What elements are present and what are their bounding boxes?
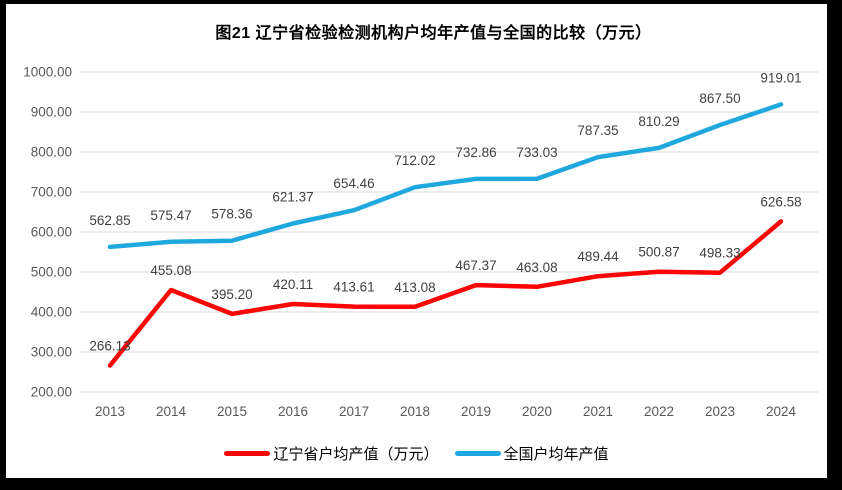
chart-legend: 辽宁省户均产值（万元） 全国户均年产值	[6, 441, 827, 465]
x-axis-tick-label: 2016	[278, 404, 308, 419]
data-label: 489.44	[577, 249, 619, 264]
data-label: 712.02	[394, 153, 435, 168]
y-axis-tick-label: 600.00	[31, 225, 72, 240]
x-axis-tick-label: 2023	[705, 404, 735, 419]
data-label: 498.33	[699, 246, 740, 261]
data-label: 575.47	[150, 208, 191, 223]
legend-line-swatch-liaoning	[224, 450, 271, 456]
data-label: 500.87	[638, 245, 679, 260]
y-axis-tick-label: 800.00	[31, 145, 72, 160]
data-label: 787.35	[577, 123, 618, 138]
series-line-1	[107, 102, 784, 250]
data-label: 867.50	[699, 91, 740, 106]
x-axis-tick-label: 2018	[400, 404, 430, 419]
y-axis-tick-label: 300.00	[31, 345, 72, 360]
y-axis-tick-label: 400.00	[31, 305, 72, 320]
data-label: 395.20	[211, 287, 252, 302]
x-axis-tick-label: 2022	[644, 404, 674, 419]
legend-item-liaoning: 辽宁省户均产值（万元）	[224, 443, 439, 464]
x-axis-tick-label: 2021	[583, 404, 613, 419]
data-label: 266.13	[89, 339, 130, 354]
x-axis-tick-label: 2014	[156, 404, 187, 419]
data-label: 413.08	[394, 280, 435, 295]
legend-item-national: 全国户均年产值	[454, 443, 609, 464]
x-axis-tick-label: 2024	[766, 404, 797, 419]
data-label: 467.37	[455, 258, 496, 273]
data-label: 733.03	[516, 145, 557, 160]
data-label: 463.08	[516, 260, 557, 275]
x-axis-tick-label: 2015	[217, 404, 247, 419]
x-axis-tick-label: 2020	[522, 404, 552, 419]
y-axis-tick-label: 700.00	[31, 185, 72, 200]
chart-title: 图21 辽宁省检验检测机构户均年产值与全国的比较（万元）	[215, 25, 652, 42]
chart-surface: 图21 辽宁省检验检测机构户均年产值与全国的比较（万元） 200.00 300.0…	[6, 4, 827, 478]
data-label: 578.36	[211, 207, 252, 222]
data-label: 732.86	[455, 145, 496, 160]
legend-label-national: 全国户均年产值	[503, 445, 609, 463]
data-label: 654.46	[333, 176, 374, 191]
chart-plot: 200.00 300.00 400.00 500.00 600.00 700.00 800.…	[23, 65, 818, 419]
y-axis-tick-label: 500.00	[31, 265, 72, 280]
y-axis-tick-label: 1000.00	[23, 65, 72, 80]
data-label: 413.61	[333, 280, 374, 295]
data-label: 919.01	[760, 70, 801, 85]
x-axis-tick-label: 2013	[95, 404, 125, 419]
data-label: 562.85	[89, 213, 130, 228]
y-axis-tick-label: 200.00	[31, 385, 72, 400]
x-axis-tick-label: 2017	[339, 404, 369, 419]
legend-label-liaoning: 辽宁省户均产值（万元）	[273, 445, 439, 463]
data-label: 621.37	[272, 189, 313, 204]
legend-line-swatch-national	[454, 450, 501, 456]
series-line-0	[107, 219, 784, 368]
data-label: 810.29	[638, 114, 679, 129]
y-axis-tick-label: 900.00	[31, 105, 72, 120]
x-axis-tick-label: 2019	[461, 404, 491, 419]
data-label: 626.58	[760, 194, 801, 209]
data-label: 420.11	[273, 277, 313, 292]
data-label: 455.08	[150, 263, 191, 278]
